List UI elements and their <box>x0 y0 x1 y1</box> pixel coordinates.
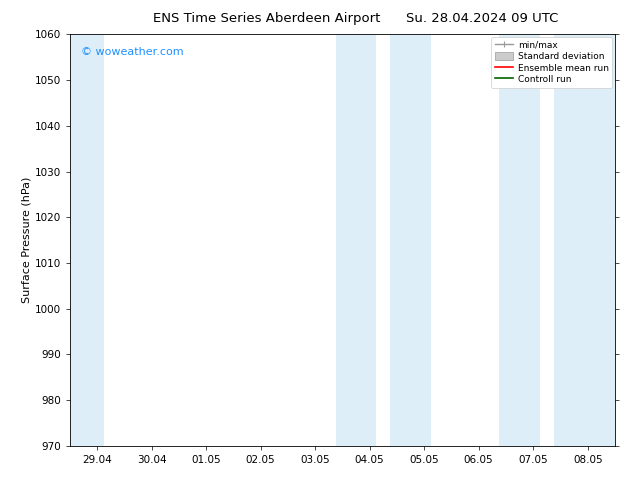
Bar <box>391 34 430 446</box>
Bar <box>336 34 376 446</box>
Bar <box>554 34 615 446</box>
Bar <box>500 34 540 446</box>
Y-axis label: Surface Pressure (hPa): Surface Pressure (hPa) <box>22 177 32 303</box>
Text: Su. 28.04.2024 09 UTC: Su. 28.04.2024 09 UTC <box>406 12 558 25</box>
Legend: min/max, Standard deviation, Ensemble mean run, Controll run: min/max, Standard deviation, Ensemble me… <box>491 37 612 88</box>
Text: © woweather.com: © woweather.com <box>81 47 183 57</box>
Text: ENS Time Series Aberdeen Airport: ENS Time Series Aberdeen Airport <box>153 12 380 25</box>
Bar <box>70 34 103 446</box>
